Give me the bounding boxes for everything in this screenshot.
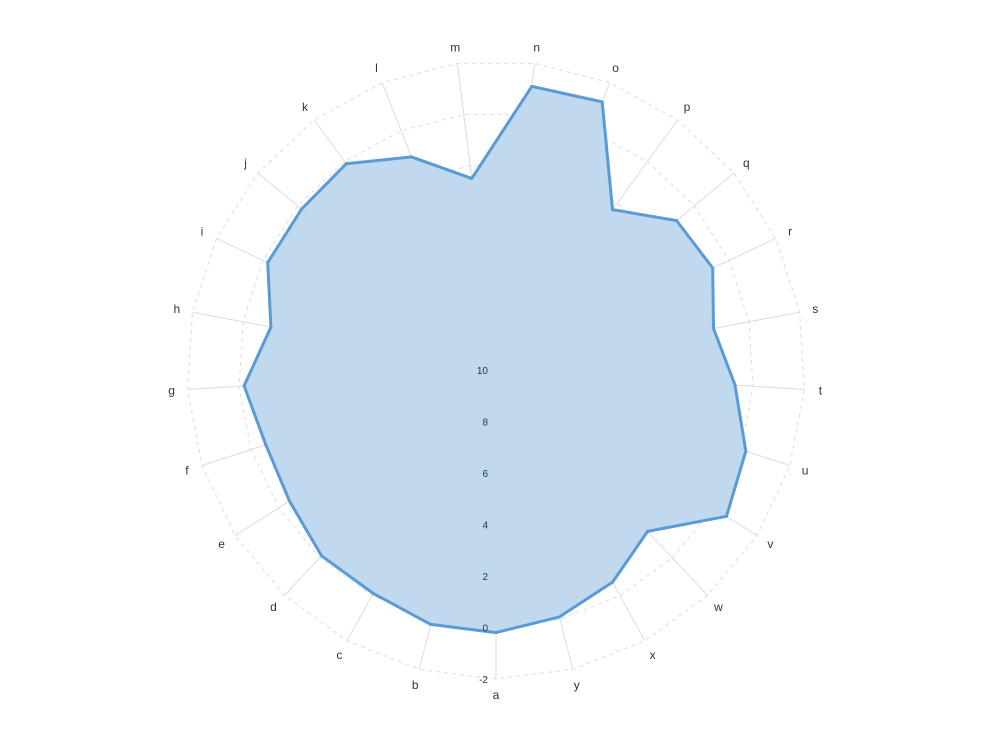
tick-label: 6 — [482, 469, 488, 480]
radial-tick-labels: -2 0 2 4 6 8 10 — [477, 366, 489, 686]
data-point-w — [646, 529, 650, 533]
category-label-l: l — [375, 61, 378, 75]
grid-ring — [187, 62, 805, 680]
data-point-l — [410, 155, 414, 159]
category-label-n: n — [533, 41, 540, 55]
data-point-e — [288, 499, 291, 503]
data-point-c — [371, 591, 375, 595]
category-label-c: c — [336, 648, 342, 662]
category-label-m: m — [450, 41, 460, 55]
data-point-p — [611, 208, 614, 212]
data-point-k — [344, 162, 348, 166]
category-label-e: e — [218, 537, 225, 551]
category-label-t: t — [819, 383, 823, 397]
category-label-x: x — [650, 648, 656, 662]
category-label-p: p — [684, 100, 691, 114]
category-label-k: k — [302, 100, 309, 114]
category-label-r: r — [788, 225, 792, 239]
tick-label: 2 — [482, 572, 488, 583]
data-point-a — [494, 631, 498, 635]
data-point-n — [530, 84, 534, 88]
tick-label: -2 — [479, 675, 488, 686]
data-point-s — [712, 327, 715, 330]
category-label-b: b — [412, 678, 419, 692]
data-point-g — [242, 384, 246, 388]
series-area — [242, 84, 748, 635]
category-label-y: y — [574, 678, 580, 692]
data-point-t — [733, 383, 737, 387]
tick-label: 8 — [482, 418, 488, 429]
data-point-y — [557, 615, 561, 619]
data-point-b — [429, 622, 433, 626]
category-label-v: v — [767, 537, 773, 551]
data-point-d — [320, 554, 323, 558]
tick-label: 0 — [482, 624, 488, 635]
data-point-m — [470, 176, 474, 180]
category-label-f: f — [185, 463, 189, 477]
data-point-h — [269, 325, 273, 329]
category-label-j: j — [243, 156, 247, 170]
data-point-o — [600, 100, 604, 104]
data-point-r — [711, 266, 715, 270]
data-point-f — [264, 443, 268, 447]
category-label-u: u — [802, 463, 809, 477]
data-point-q — [675, 219, 679, 223]
category-label-g: g — [168, 383, 175, 397]
category-label-q: q — [743, 156, 750, 170]
data-point-j — [300, 207, 304, 211]
category-label-s: s — [812, 302, 818, 316]
category-label-w: w — [713, 600, 723, 614]
data-point-u — [744, 449, 748, 453]
category-label-d: d — [270, 600, 277, 614]
data-point-x — [611, 580, 615, 584]
category-label-h: h — [173, 302, 180, 316]
category-label-o: o — [612, 61, 619, 75]
data-point-v — [725, 514, 728, 518]
tick-label: 10 — [477, 366, 489, 377]
tick-label: 4 — [482, 521, 488, 532]
data-point-i — [266, 261, 270, 265]
category-labels: a b c d e f g h i j k l m n o p q r s t u v w x y — [168, 41, 822, 702]
category-label-i: i — [201, 225, 204, 239]
series-layer — [242, 84, 748, 635]
category-label-a: a — [493, 688, 500, 702]
